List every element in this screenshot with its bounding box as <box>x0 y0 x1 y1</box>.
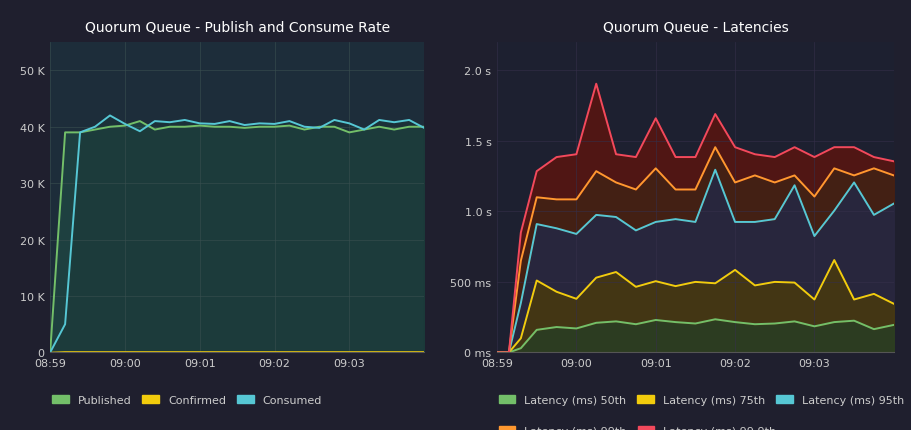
Title: Quorum Queue - Publish and Consume Rate: Quorum Queue - Publish and Consume Rate <box>85 21 389 35</box>
Legend: Published, Confirmed, Consumed: Published, Confirmed, Consumed <box>52 395 322 405</box>
Legend: Latency (ms) 99th, Latency (ms) 99.9th: Latency (ms) 99th, Latency (ms) 99.9th <box>498 426 775 430</box>
Title: Quorum Queue - Latencies: Quorum Queue - Latencies <box>602 21 787 35</box>
